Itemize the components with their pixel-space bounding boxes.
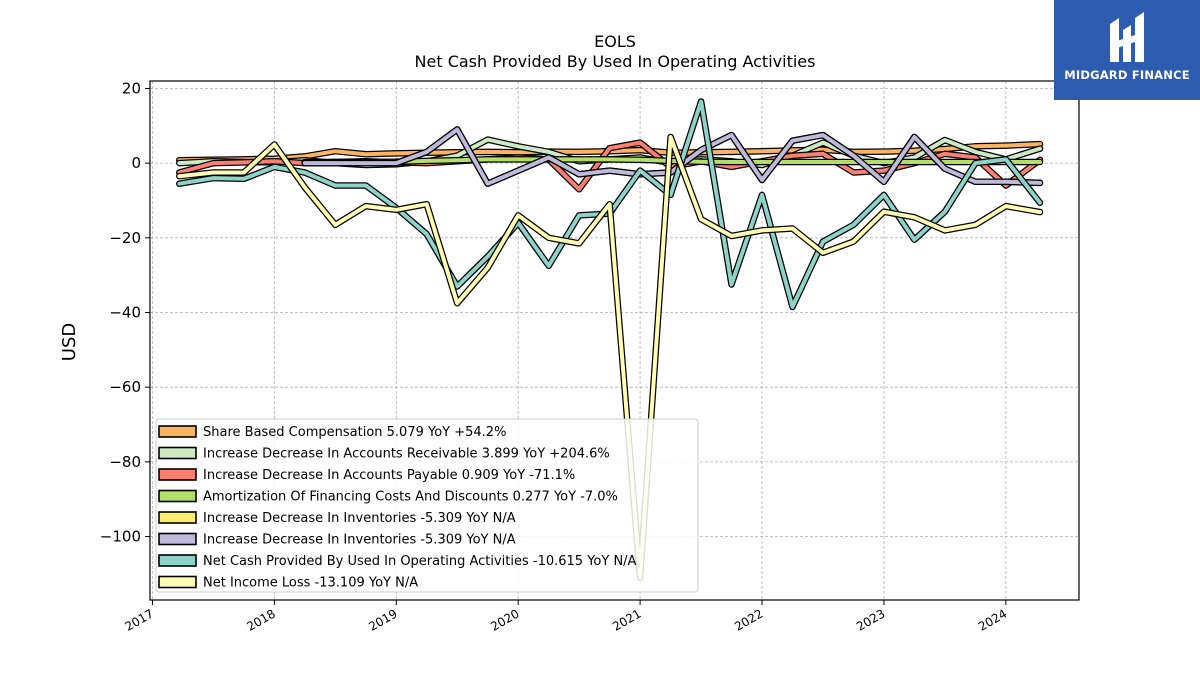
y-tick-label: −20 bbox=[109, 229, 141, 247]
legend-swatch bbox=[158, 446, 197, 460]
legend-swatch bbox=[158, 575, 197, 589]
legend-swatch bbox=[158, 554, 197, 567]
legend-swatch bbox=[158, 468, 197, 481]
x-tick-label: 2022 bbox=[732, 606, 765, 633]
legend-swatch bbox=[158, 511, 197, 524]
legend-label: Increase Decrease In Inventories -5.309 … bbox=[203, 511, 516, 526]
y-tick-label: −100 bbox=[100, 528, 141, 546]
brand-name: MIDGARD FINANCE bbox=[1064, 68, 1190, 82]
y-tick-label: −40 bbox=[109, 303, 141, 321]
brand-mark-icon bbox=[1110, 12, 1144, 62]
chart-subtitle: Net Cash Provided By Used In Operating A… bbox=[415, 52, 816, 71]
legend-swatch bbox=[158, 532, 197, 546]
y-tick-label: −60 bbox=[109, 378, 141, 396]
y-tick-label: −80 bbox=[109, 453, 141, 471]
x-tick-label: 2019 bbox=[366, 606, 399, 633]
legend-swatch bbox=[158, 425, 197, 438]
legend-label: Increase Decrease In Inventories -5.309 … bbox=[203, 533, 516, 548]
chart-title: EOLS bbox=[594, 32, 636, 51]
legend-label: Share Based Compensation 5.079 YoY +54.2… bbox=[203, 425, 506, 440]
y-tick-label: 20 bbox=[122, 79, 141, 97]
legend-label: Amortization Of Financing Costs And Disc… bbox=[203, 490, 618, 505]
brand-logo: MIDGARD FINANCE bbox=[1054, 0, 1200, 100]
y-tick-label: 0 bbox=[131, 154, 141, 172]
plot-frame bbox=[149, 80, 1080, 601]
x-tick-label: 2020 bbox=[488, 606, 521, 633]
legend-label: Net Income Loss -13.109 YoY N/A bbox=[203, 576, 418, 591]
x-tick-label: 2021 bbox=[610, 606, 643, 633]
y-axis-label: USD bbox=[59, 323, 80, 361]
x-tick-label: 2018 bbox=[244, 606, 277, 633]
series-layer bbox=[176, 98, 1044, 581]
x-tick-label: 2023 bbox=[854, 606, 887, 633]
x-tick-label: 2017 bbox=[122, 606, 155, 633]
legend: Share Based Compensation 5.079 YoY +54.2… bbox=[155, 418, 699, 593]
legend-swatch bbox=[158, 489, 197, 503]
legend-label: Increase Decrease In Accounts Payable 0.… bbox=[203, 468, 575, 483]
x-tick-label: 2024 bbox=[976, 606, 1009, 633]
legend-label: Increase Decrease In Accounts Receivable… bbox=[203, 447, 610, 462]
legend-label: Net Cash Provided By Used In Operating A… bbox=[203, 554, 637, 569]
legend-box bbox=[155, 418, 699, 593]
series-line bbox=[177, 135, 1042, 580]
